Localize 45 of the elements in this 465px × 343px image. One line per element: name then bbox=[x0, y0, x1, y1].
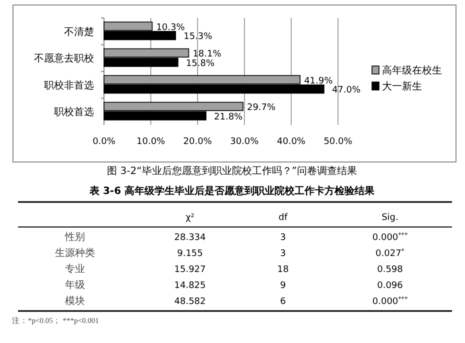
x-tick-label: 0.0% bbox=[92, 137, 116, 147]
data-label: 0.096 bbox=[377, 280, 404, 291]
text: Sig. bbox=[382, 213, 398, 224]
data-label: 3 bbox=[280, 232, 286, 243]
text: df bbox=[278, 213, 288, 224]
category-label: 性别 bbox=[64, 231, 85, 244]
x-tick-label: 10.0% bbox=[136, 137, 166, 147]
data-label: 28.334 bbox=[174, 232, 206, 243]
data-label: 29.7% bbox=[246, 103, 276, 114]
caption: 图 3-2“毕业后您愿意到职业院校工作吗？”问卷调查结果 bbox=[107, 165, 357, 177]
category-label: 生源种类 bbox=[55, 247, 95, 260]
data-label: 48.582 bbox=[174, 296, 206, 307]
data-label: 0.000$^{***}$ bbox=[372, 231, 408, 243]
data-label: 0.027$^{*}$ bbox=[376, 247, 404, 259]
data-label: 0.000$^{***}$ bbox=[372, 295, 408, 307]
data-label: 6 bbox=[280, 296, 286, 307]
x-tick-label: 50.0% bbox=[324, 137, 353, 147]
category-label: 专业 bbox=[65, 263, 85, 276]
data-label: 0.598 bbox=[377, 264, 404, 275]
data-label: 47.0% bbox=[332, 86, 361, 96]
data-label: 41.9% bbox=[304, 76, 334, 86]
x-tick-label: 40.0% bbox=[276, 137, 306, 147]
data-label: 10.3% bbox=[156, 22, 186, 33]
category-label: 年级 bbox=[65, 279, 85, 292]
x-tick-label: 20.0% bbox=[183, 137, 212, 147]
text: χ² bbox=[186, 213, 195, 224]
data-label: 15.8% bbox=[186, 58, 215, 69]
data-label: 18 bbox=[277, 264, 289, 275]
text: 表 3-6 高年级学生毕业后是否愿意到职业院校工作卡方检验结果 bbox=[88, 185, 376, 197]
data-label: 18.1% bbox=[192, 50, 222, 60]
y-tick-label: 不愿意去职校 bbox=[34, 52, 94, 65]
x-tick-label: 30.0% bbox=[230, 137, 260, 147]
category-label: 模块 bbox=[65, 295, 85, 308]
y-tick-label: 职校非首选 bbox=[44, 79, 94, 92]
data-label: 14.825 bbox=[174, 280, 206, 291]
legend-label: 高年级在校生 bbox=[382, 64, 442, 76]
legend-label: 大一新生 bbox=[382, 80, 422, 92]
data-label: 9 bbox=[280, 280, 286, 291]
data-label: 15.3% bbox=[184, 32, 213, 42]
data-label: 9.155 bbox=[177, 248, 203, 259]
data-label: 15.927 bbox=[174, 264, 206, 275]
y-tick-label: 职校首选 bbox=[54, 106, 94, 118]
y-tick-label: 不清楚 bbox=[64, 26, 94, 38]
data-label: 3 bbox=[280, 248, 286, 259]
data-label: 21.8% bbox=[214, 112, 244, 122]
